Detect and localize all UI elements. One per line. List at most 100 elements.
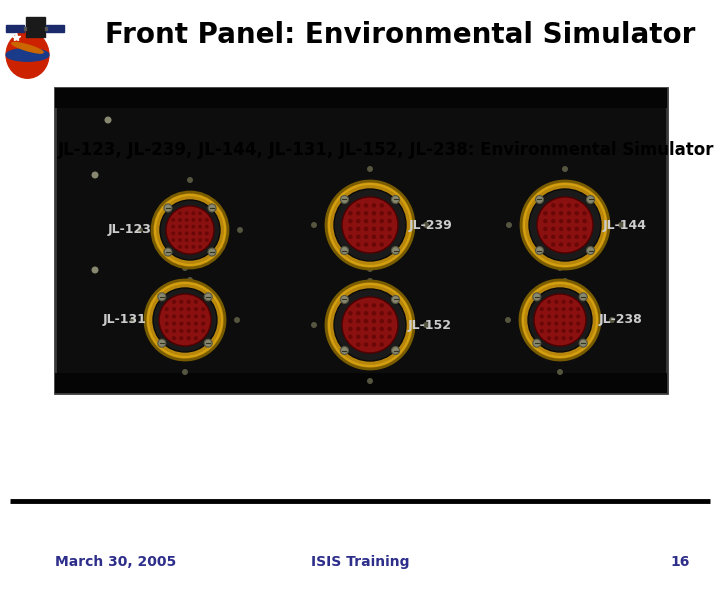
Circle shape [533,293,541,301]
Circle shape [387,211,392,215]
Circle shape [201,322,205,326]
Circle shape [364,242,369,247]
Circle shape [171,231,175,235]
Circle shape [152,192,228,268]
Circle shape [198,231,202,235]
Circle shape [364,335,369,339]
Circle shape [341,296,348,303]
Circle shape [91,172,99,179]
Circle shape [165,307,169,311]
Circle shape [158,339,166,347]
Circle shape [372,242,376,247]
Circle shape [194,307,198,311]
Circle shape [367,166,373,172]
Circle shape [540,314,544,319]
Circle shape [569,329,573,333]
Circle shape [342,197,398,253]
Circle shape [205,238,209,242]
Circle shape [194,336,198,340]
Circle shape [379,342,384,347]
Circle shape [185,225,189,228]
Circle shape [364,203,369,208]
Circle shape [165,314,169,319]
Circle shape [348,311,353,316]
Text: ISIS Training: ISIS Training [311,555,409,569]
Circle shape [234,317,240,323]
Circle shape [559,219,563,224]
Circle shape [192,211,195,215]
Circle shape [178,231,182,235]
Circle shape [205,231,209,235]
Circle shape [559,211,563,215]
Circle shape [562,278,568,284]
Circle shape [554,322,559,326]
Circle shape [165,322,169,326]
Circle shape [178,218,182,222]
Circle shape [356,203,361,208]
Circle shape [554,314,559,319]
Circle shape [185,211,189,215]
Circle shape [569,307,573,311]
Circle shape [567,242,571,247]
Circle shape [387,311,392,316]
Circle shape [562,329,566,333]
Circle shape [356,342,361,347]
Bar [24,27,26,30]
Circle shape [569,336,573,340]
Circle shape [540,322,544,326]
Circle shape [186,336,191,340]
Circle shape [609,317,615,323]
Text: JL-144: JL-144 [603,218,647,231]
Circle shape [104,116,112,123]
Circle shape [204,339,212,347]
Circle shape [198,238,202,242]
Text: JL-123, JL-239, JL-144, JL-131, JL-152, JL-238: Environmental Simulator: JL-123, JL-239, JL-144, JL-131, JL-152, … [58,141,714,159]
Circle shape [543,227,548,231]
Circle shape [356,242,361,247]
Circle shape [198,225,202,228]
Circle shape [201,329,205,333]
Circle shape [559,203,563,208]
Circle shape [543,219,548,224]
Circle shape [185,218,189,222]
Circle shape [186,322,191,326]
Circle shape [172,307,176,311]
Circle shape [171,225,175,228]
Circle shape [192,231,195,235]
Circle shape [192,238,195,242]
Circle shape [536,195,544,204]
Circle shape [567,219,571,224]
Circle shape [348,211,353,215]
Circle shape [204,293,212,301]
Circle shape [559,227,563,231]
Circle shape [567,227,571,231]
Circle shape [179,329,184,333]
Circle shape [569,322,573,326]
Circle shape [165,329,169,333]
Circle shape [171,218,175,222]
Circle shape [91,267,99,274]
Circle shape [576,322,580,326]
Circle shape [379,311,384,316]
Circle shape [311,322,317,328]
Ellipse shape [6,48,49,61]
Circle shape [576,329,580,333]
Circle shape [506,222,512,228]
Circle shape [364,211,369,215]
Circle shape [387,219,392,224]
Circle shape [178,211,182,215]
Circle shape [194,314,198,319]
Circle shape [575,211,579,215]
Text: JL-123: JL-123 [108,224,152,237]
Circle shape [364,234,369,239]
Circle shape [562,336,566,340]
Circle shape [208,204,216,212]
Circle shape [575,234,579,239]
Circle shape [579,293,588,301]
Circle shape [179,336,184,340]
Circle shape [618,222,624,228]
Bar [26,17,45,37]
Circle shape [423,222,429,228]
Circle shape [364,303,369,307]
Text: Front Panel: Environmental Simulator: Front Panel: Environmental Simulator [105,21,696,49]
